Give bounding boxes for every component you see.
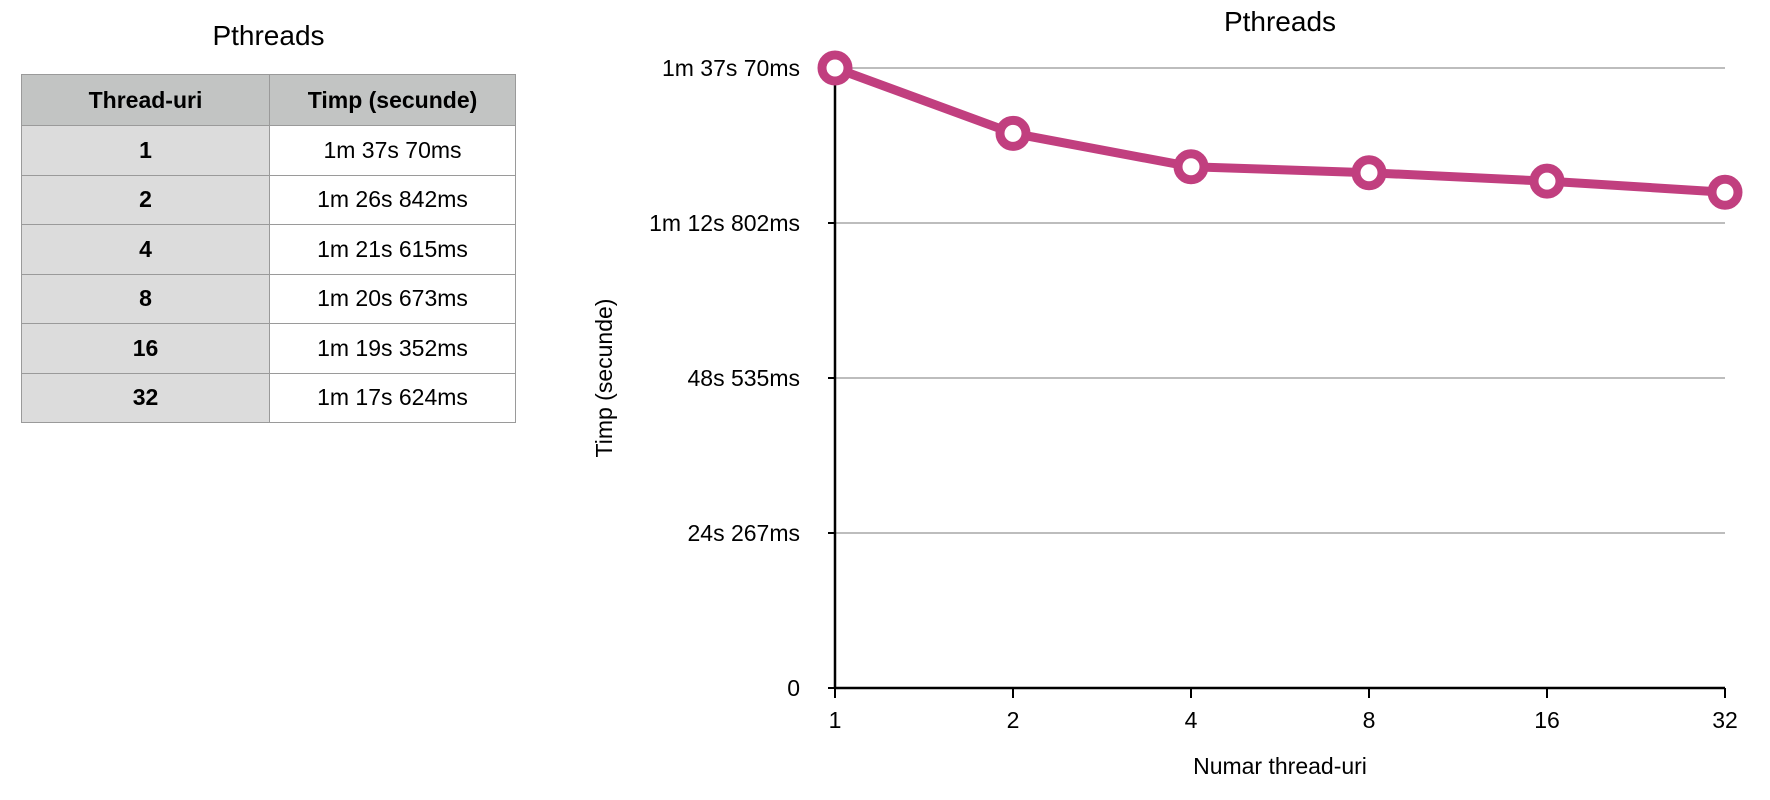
- y-tick-label: 48s 535ms: [687, 365, 800, 391]
- x-tick-label: 2: [1007, 707, 1020, 733]
- table-row: 32 1m 17s 624ms: [21, 372, 516, 423]
- data-point: [1529, 163, 1565, 199]
- header-time: Timp (secunde): [269, 74, 516, 126]
- table-header-row: Thread-uri Timp (secunde): [21, 74, 516, 126]
- x-tick-label: 4: [1185, 707, 1198, 733]
- cell-time: 1m 21s 615ms: [269, 224, 516, 275]
- cell-threads: 4: [21, 224, 270, 275]
- x-tick-label: 8: [1363, 707, 1376, 733]
- y-axis-label: Timp (secunde): [591, 299, 617, 458]
- data-point: [817, 50, 853, 86]
- x-tick-label: 32: [1712, 707, 1738, 733]
- y-tick-label: 1m 37s 70ms: [662, 55, 800, 81]
- y-tick-label: 1m 12s 802ms: [649, 210, 800, 236]
- y-tick-label: 24s 267ms: [687, 520, 800, 546]
- cell-threads: 32: [21, 372, 270, 423]
- cell-threads: 8: [21, 273, 270, 324]
- cell-time: 1m 17s 624ms: [269, 372, 516, 423]
- table-row: 8 1m 20s 673ms: [21, 273, 516, 324]
- table-row: 1 1m 37s 70ms: [21, 125, 516, 176]
- data-point: [1173, 149, 1209, 185]
- axes: [828, 67, 1726, 698]
- x-axis-label: Numar thread-uri: [1193, 753, 1367, 779]
- cell-time: 1m 26s 842ms: [269, 174, 516, 225]
- x-tick-label: 1: [829, 707, 842, 733]
- y-tick-label: 0: [787, 675, 800, 701]
- grid-lines: [835, 67, 1725, 535]
- table-title: Pthreads: [212, 20, 325, 51]
- chart-title: Pthreads: [1224, 6, 1336, 37]
- table-row: 16 1m 19s 352ms: [21, 323, 516, 374]
- series-line: [830, 63, 1730, 197]
- table-row: 4 1m 21s 615ms: [21, 224, 516, 275]
- data-point: [995, 115, 1031, 151]
- header-threads: Thread-uri: [21, 74, 270, 126]
- cell-time: 1m 19s 352ms: [269, 323, 516, 374]
- cell-time: 1m 37s 70ms: [269, 125, 516, 176]
- series: [817, 50, 1743, 210]
- cell-threads: 1: [21, 125, 270, 176]
- data-table: Thread-uri Timp (secunde) 1 1m 37s 70ms …: [21, 74, 516, 423]
- cell-time: 1m 20s 673ms: [269, 273, 516, 324]
- data-point: [1707, 174, 1743, 210]
- data-point: [1351, 155, 1387, 191]
- tick-labels: 0 24s 267ms 48s 535ms 1m 12s 802ms 1m 37s 70…: [649, 55, 1738, 733]
- cell-threads: 16: [21, 323, 270, 374]
- x-tick-label: 16: [1534, 707, 1560, 733]
